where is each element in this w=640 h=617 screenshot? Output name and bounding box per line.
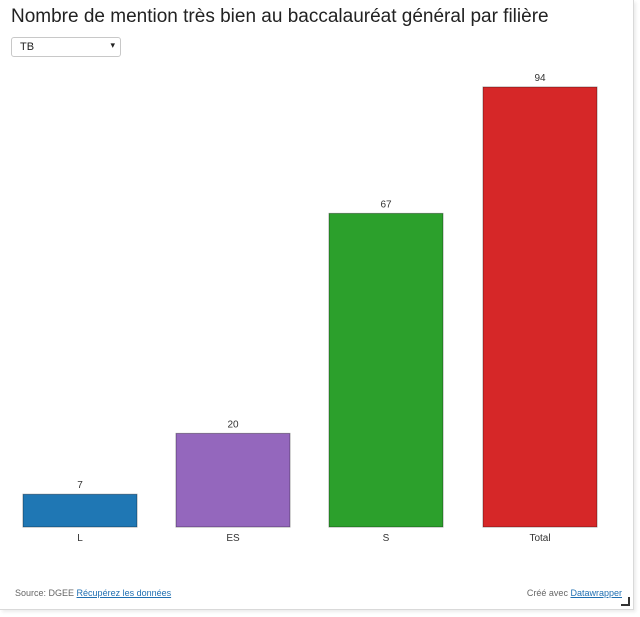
data-label-l: 7 [77, 480, 83, 491]
bar-total [482, 86, 598, 528]
x-tick-label-s: S [383, 533, 390, 544]
data-label-total: 94 [534, 73, 546, 84]
dropdown-selected-value: TB [20, 41, 35, 53]
chart-title: Nombre de mention très bien au baccalaur… [11, 6, 549, 27]
x-tick-label-total: Total [529, 533, 550, 544]
x-tick-label-l: L [77, 533, 83, 544]
datawrapper-link[interactable]: Datawrapper [570, 588, 622, 598]
bar-es [175, 432, 291, 528]
chart-container [0, 0, 634, 610]
footer-source: Source: DGEE Récupérez les données [15, 588, 171, 598]
bar-l [22, 493, 138, 528]
bar-s [328, 212, 444, 528]
chevron-down-icon: ▾ [110, 40, 115, 50]
source-text: Source: DGEE [15, 588, 75, 598]
data-label-es: 20 [227, 419, 239, 430]
filter-dropdown[interactable]: TB ▾ [11, 37, 121, 57]
x-tick-label-es: ES [226, 533, 240, 544]
data-label-s: 67 [380, 199, 392, 210]
credit-text: Créé avec [526, 588, 568, 598]
resize-handle-icon[interactable] [621, 597, 630, 606]
download-data-link[interactable]: Récupérez les données [76, 588, 172, 598]
footer-credit: Créé avec Datawrapper [527, 588, 622, 598]
